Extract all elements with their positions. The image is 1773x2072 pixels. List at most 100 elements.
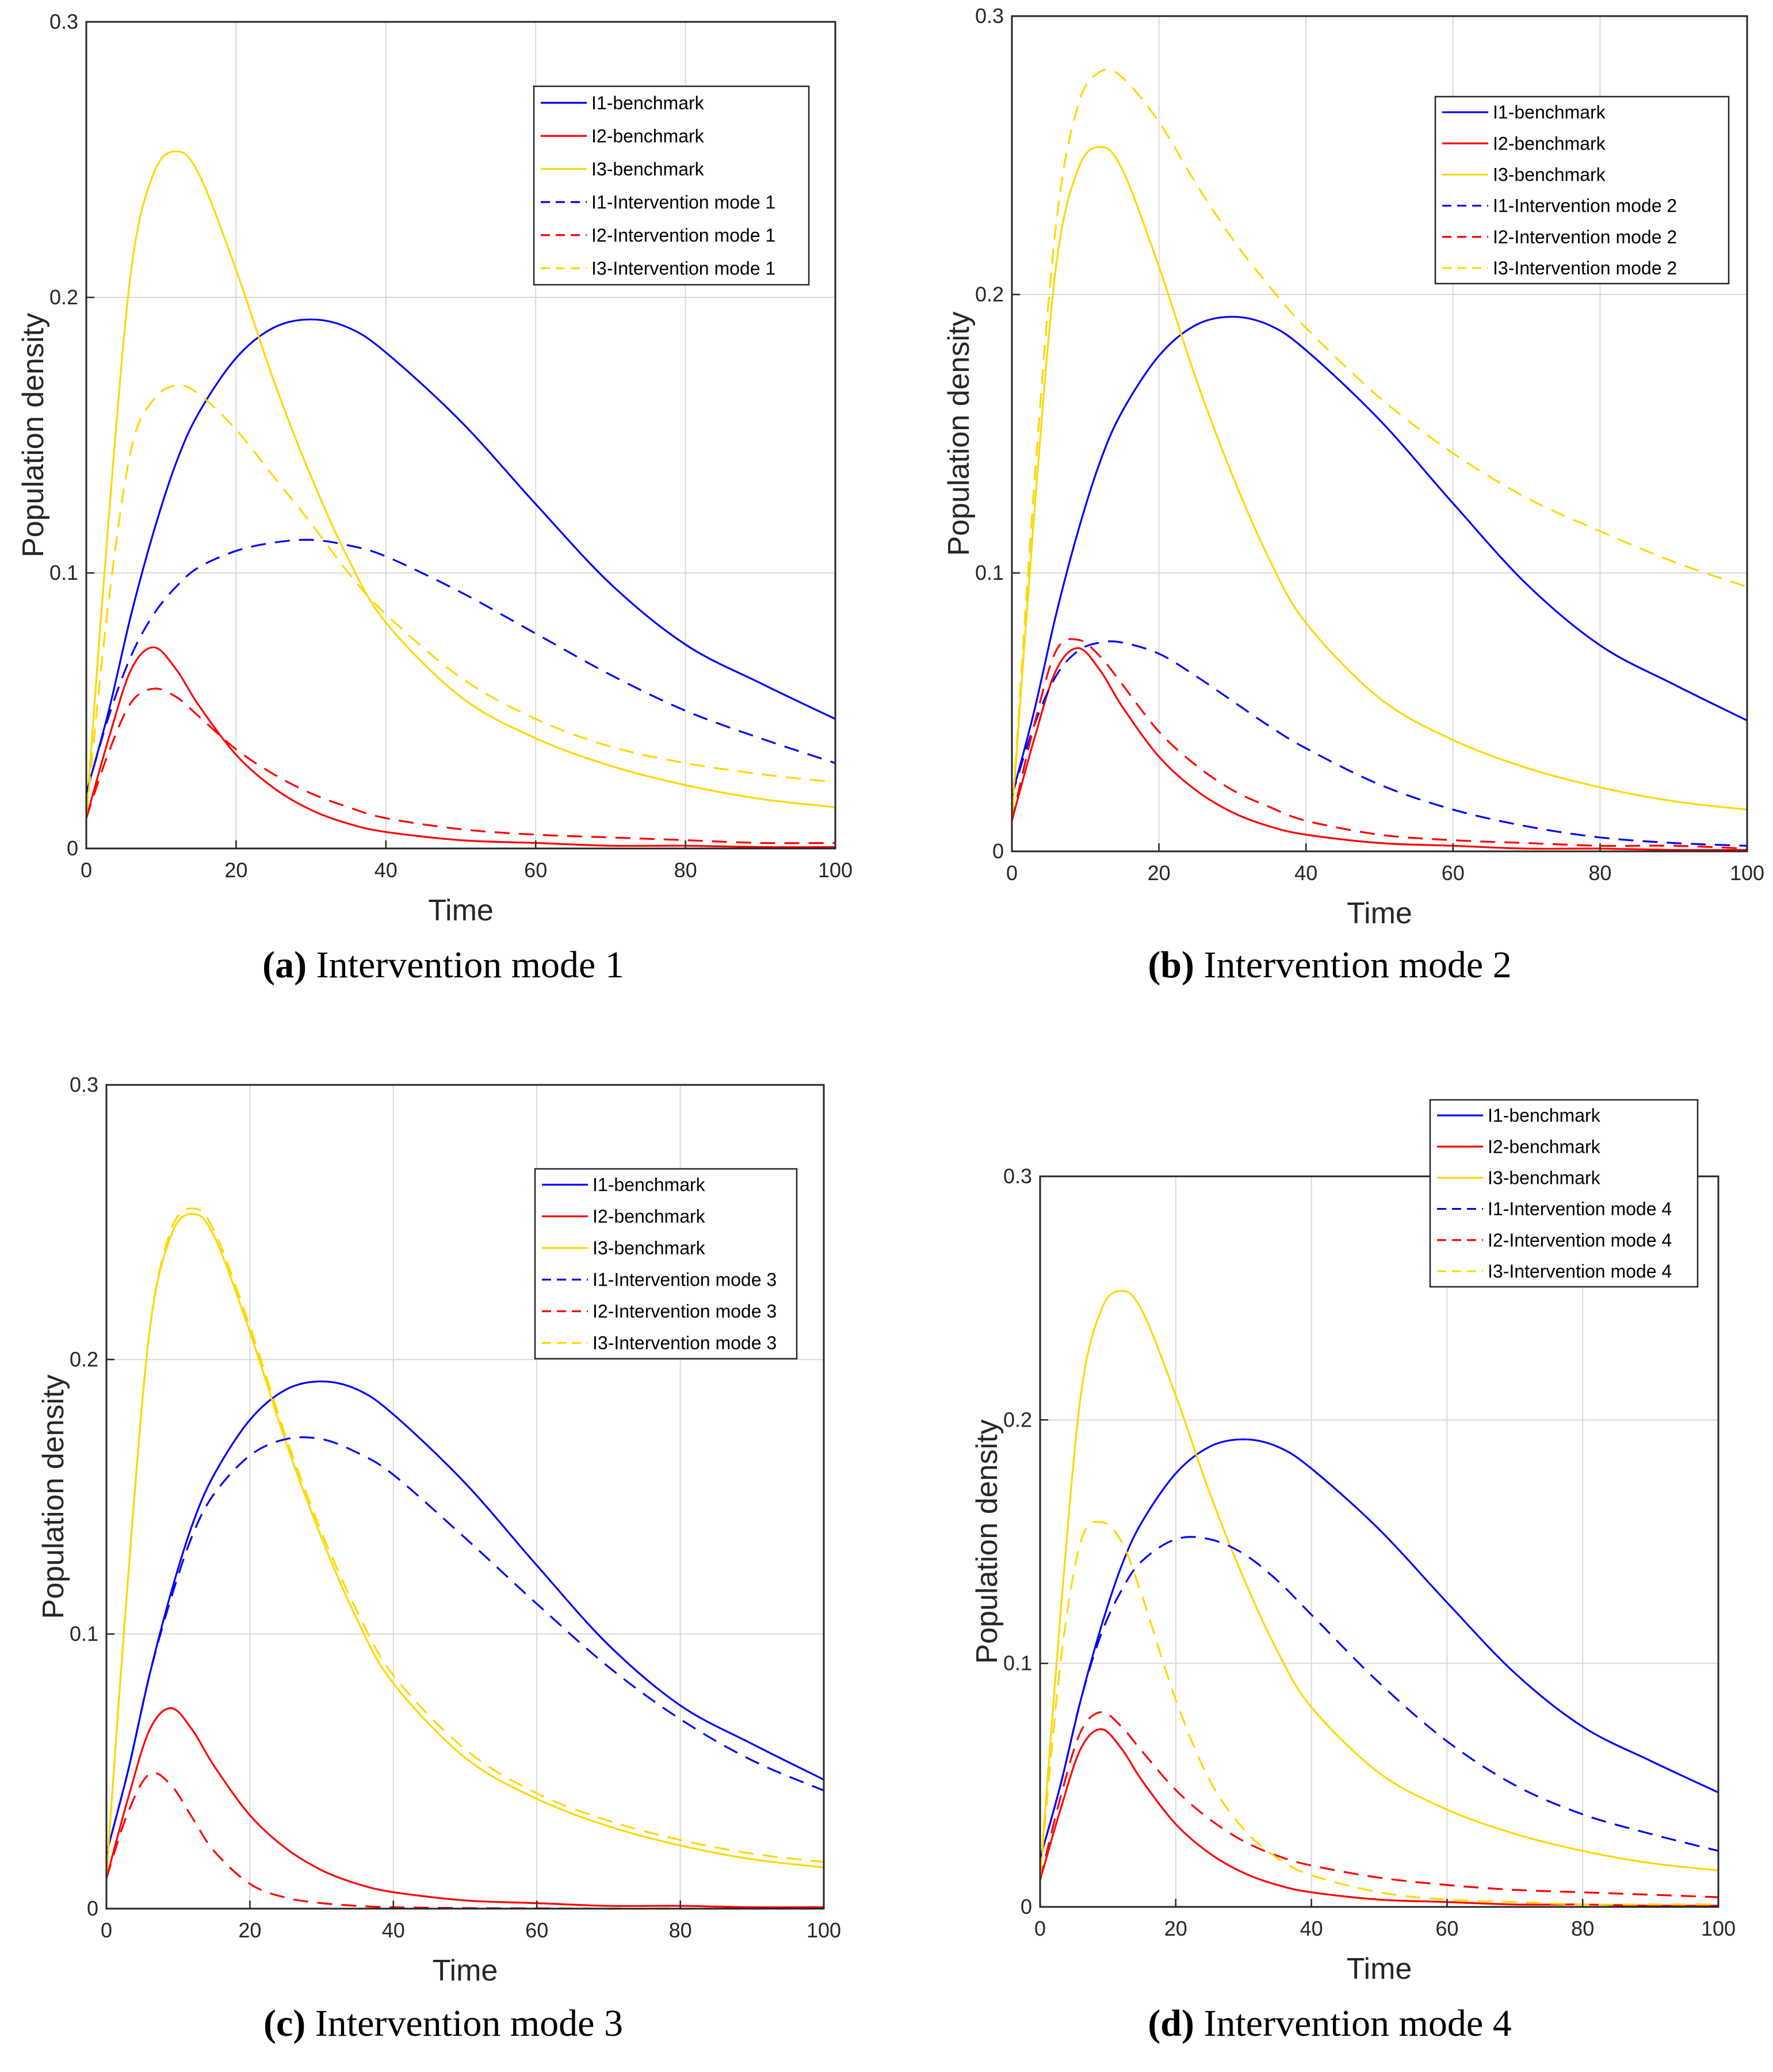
series-line-d-2 bbox=[1039, 1290, 1719, 1878]
series-line-c-5 bbox=[105, 1207, 824, 1876]
caption-c-letter: (c) bbox=[263, 2002, 306, 2044]
x-tick-label-d: 60 bbox=[1435, 1917, 1458, 1940]
chart-c-svg: 0 20 40 60 80 100 0 0.1 0.2 0.3 Time Population den… bbox=[37, 1073, 841, 1987]
legend-label-c-4: I2-Intervention mode 3 bbox=[593, 1301, 777, 1322]
y-axis-title-d: Population density bbox=[970, 1420, 1004, 1664]
series-line-b-3 bbox=[1011, 640, 1748, 847]
legend-b bbox=[1434, 95, 1730, 285]
x-tick-label-d: 0 bbox=[1034, 1917, 1046, 1940]
y-tick-label-c: 0 bbox=[87, 1897, 98, 1920]
x-tick-label-c: 100 bbox=[807, 1918, 841, 1942]
series-line-a-5 bbox=[85, 384, 836, 816]
caption-d-letter: (d) bbox=[1148, 2002, 1194, 2044]
y-tick-label-a: 0.3 bbox=[49, 10, 78, 33]
y-tick-label-b: 0.2 bbox=[975, 282, 1004, 306]
y-tick-label-d: 0.1 bbox=[1003, 1652, 1032, 1675]
x-tick-label-b: 40 bbox=[1294, 861, 1317, 885]
y-axis-title-a: Population density bbox=[17, 313, 50, 557]
chart-panel-d: 0 20 40 60 80 100 0 0.1 0.2 0.3 Time Population den… bbox=[886, 1035, 1773, 1986]
y-tick-label-c: 0.3 bbox=[70, 1073, 98, 1096]
caption-b-letter: (b) bbox=[1148, 944, 1194, 986]
series-line-c-1 bbox=[105, 1707, 824, 1909]
x-tick-label-a: 0 bbox=[81, 858, 92, 882]
y-tick-label-a: 0 bbox=[67, 836, 78, 860]
legend-label-a-3: I1-Intervention mode 1 bbox=[591, 192, 775, 212]
legend-label-a-1: I2-benchmark bbox=[591, 125, 705, 146]
x-tick-label-b: 100 bbox=[1730, 861, 1764, 885]
series-line-b-1 bbox=[1011, 647, 1748, 851]
x-axis-title-c: Time bbox=[433, 1954, 498, 1987]
series-line-b-5 bbox=[1011, 68, 1748, 819]
x-tick-label-d: 20 bbox=[1164, 1917, 1187, 1940]
series-line-d-5 bbox=[1039, 1521, 1718, 1906]
chart-d-svg: 0 20 40 60 80 100 0 0.1 0.2 0.3 Time Population den… bbox=[970, 1099, 1736, 1986]
caption-b-text: Intervention mode 2 bbox=[1194, 944, 1512, 986]
legend-label-c-5: I3-Intervention mode 3 bbox=[593, 1333, 777, 1354]
series-line-d-4 bbox=[1039, 1711, 1719, 1898]
x-tick-label-a: 20 bbox=[224, 858, 247, 882]
y-tick-label-c: 0.1 bbox=[70, 1622, 98, 1646]
caption-c-text: Intervention mode 3 bbox=[305, 2002, 623, 2044]
x-tick-label-d: 100 bbox=[1701, 1917, 1736, 1940]
x-tick-label-c: 20 bbox=[238, 1918, 261, 1942]
legend-d bbox=[1429, 1099, 1699, 1288]
legend-label-d-1: I2-benchmark bbox=[1488, 1136, 1601, 1157]
plot-frame-c bbox=[105, 1084, 825, 1910]
chart-panel-a: 0 20 40 60 80 100 0 0.1 0.2 0.3 Time Population den… bbox=[0, 0, 886, 927]
legend-label-d-2: I3-benchmark bbox=[1488, 1167, 1601, 1188]
series-line-d-1 bbox=[1039, 1728, 1719, 1907]
series-line-b-0 bbox=[1011, 316, 1748, 796]
y-tick-label-a: 0.1 bbox=[49, 561, 78, 584]
chart-a-svg: 0 20 40 60 80 100 0 0.1 0.2 0.3 Time Population den… bbox=[17, 10, 853, 927]
plot-frame-d bbox=[1039, 1175, 1719, 1908]
legend-c bbox=[534, 1168, 798, 1360]
legend-label-d-5: I3-Intervention mode 4 bbox=[1488, 1261, 1672, 1282]
chart-panel-b: 0 20 40 60 80 100 0 0.1 0.2 0.3 Time Population den… bbox=[886, 0, 1773, 930]
y-tick-label-c: 0.2 bbox=[70, 1347, 98, 1371]
legend-label-a-5: I3-Intervention mode 1 bbox=[591, 258, 775, 278]
caption-d-text: Intervention mode 4 bbox=[1194, 2002, 1512, 2044]
plot-frame-a bbox=[85, 21, 836, 850]
x-tick-label-c: 60 bbox=[525, 1918, 548, 1942]
legend-label-c-3: I1-Intervention mode 3 bbox=[593, 1270, 777, 1290]
x-tick-label-b: 0 bbox=[1006, 861, 1018, 885]
legend-label-b-3: I1-Intervention mode 2 bbox=[1493, 196, 1677, 216]
legend-label-c-0: I1-benchmark bbox=[593, 1175, 706, 1195]
series-line-a-2 bbox=[85, 150, 836, 816]
legend-label-a-0: I1-benchmark bbox=[591, 93, 705, 113]
chart-panel-c: 0 20 40 60 80 100 0 0.1 0.2 0.3 Time Population den… bbox=[0, 1035, 886, 1987]
series-line-c-0 bbox=[105, 1380, 824, 1854]
series-line-c-3 bbox=[105, 1436, 824, 1854]
caption-c: (c) Intervention mode 3 bbox=[0, 2002, 886, 2046]
x-tick-label-d: 80 bbox=[1571, 1917, 1594, 1940]
y-tick-label-b: 0 bbox=[992, 839, 1004, 863]
y-tick-label-a: 0.2 bbox=[49, 285, 78, 309]
legend-label-b-1: I2-benchmark bbox=[1493, 133, 1606, 154]
y-tick-label-b: 0.3 bbox=[975, 4, 1004, 28]
legend-label-c-1: I2-benchmark bbox=[593, 1206, 706, 1227]
x-tick-label-a: 80 bbox=[674, 858, 697, 882]
legend-label-a-4: I2-Intervention mode 1 bbox=[591, 225, 775, 246]
legend-a bbox=[533, 85, 810, 286]
caption-a: (a) Intervention mode 1 bbox=[0, 943, 886, 987]
x-axis-title-b: Time bbox=[1347, 897, 1412, 930]
x-tick-label-a: 40 bbox=[375, 858, 398, 882]
series-line-a-4 bbox=[85, 687, 836, 844]
caption-d: (d) Intervention mode 4 bbox=[886, 2002, 1773, 2046]
legend-label-b-5: I3-Intervention mode 2 bbox=[1493, 258, 1677, 278]
legend-label-b-0: I1-benchmark bbox=[1493, 102, 1606, 123]
x-tick-label-a: 100 bbox=[818, 858, 853, 882]
legend-label-d-4: I2-Intervention mode 4 bbox=[1488, 1230, 1672, 1251]
y-tick-label-d: 0 bbox=[1021, 1895, 1032, 1918]
x-tick-label-b: 20 bbox=[1148, 861, 1171, 885]
x-tick-label-b: 60 bbox=[1442, 861, 1465, 885]
y-tick-label-b: 0.1 bbox=[975, 561, 1004, 584]
y-axis-title-c: Population density bbox=[37, 1375, 70, 1619]
series-line-a-3 bbox=[85, 538, 836, 794]
series-line-b-4 bbox=[1011, 638, 1748, 850]
caption-a-letter: (a) bbox=[262, 944, 307, 986]
y-tick-label-d: 0.3 bbox=[1003, 1164, 1032, 1188]
x-tick-label-c: 80 bbox=[669, 1918, 692, 1942]
x-tick-label-c: 40 bbox=[382, 1918, 405, 1942]
caption-b: (b) Intervention mode 2 bbox=[886, 943, 1773, 987]
